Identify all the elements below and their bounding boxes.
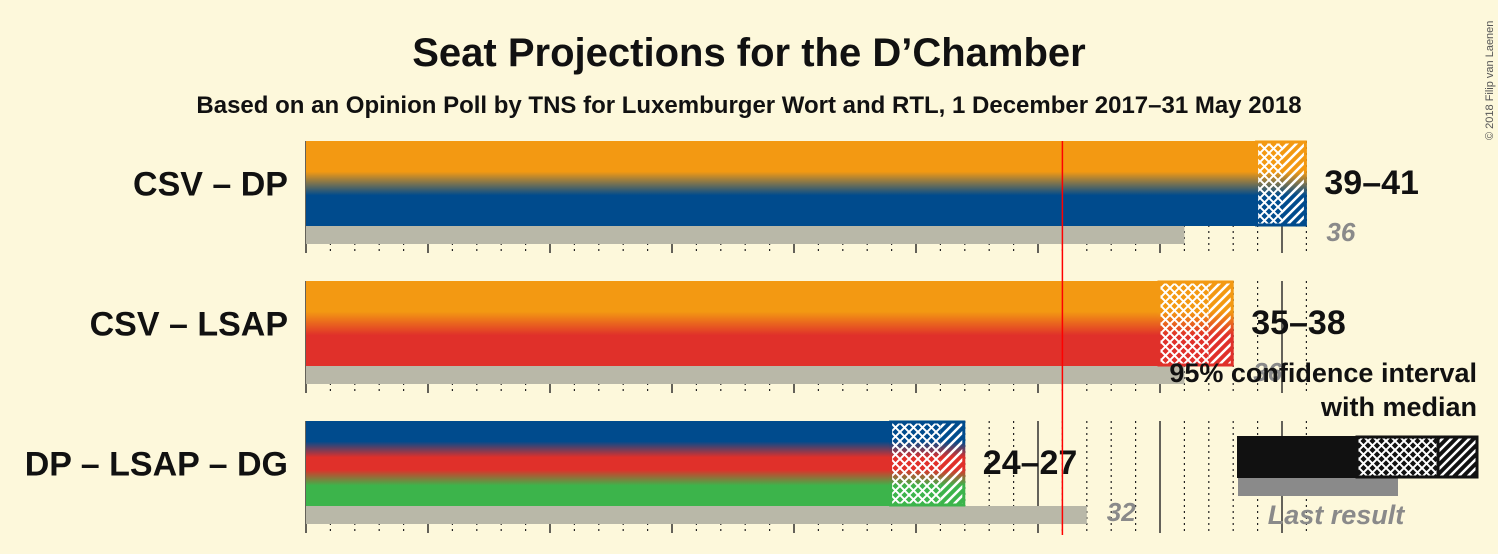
chart-subtitle: Based on an Opinion Poll by TNS for Luxe… [196,92,1301,119]
seat-range-label: 39–41 [1324,164,1419,202]
last-result-label: 36 [1253,357,1282,387]
coalition-label: CSV – DP [133,166,288,204]
seat-bar [306,421,892,506]
ci-upper-hatch [940,421,965,506]
coalition-label: DP – LSAP – DG [25,446,288,484]
ci-lower-hatch [891,421,941,506]
seat-range-label: 24–27 [983,444,1078,482]
seat-bar [306,281,1160,366]
legend-ci-label: 95% confidence interval [1169,358,1477,388]
legend-ci-lower-swatch [1357,436,1438,478]
last-result-label: 36 [1326,217,1355,247]
legend-last-result-label: Last result [1268,500,1406,530]
copyright-note: © 2018 Filip van Laenen [1484,21,1496,140]
seat-range-label: 35–38 [1251,304,1346,342]
last-result-bar [306,366,1185,384]
seat-bar [306,141,1258,226]
ci-upper-hatch [1282,141,1307,226]
legend-ci-upper-swatch [1438,436,1478,478]
last-result-label: 32 [1107,497,1136,527]
coalition-label: CSV – LSAP [90,306,288,344]
ci-lower-hatch [1160,281,1209,366]
legend-median-label: with median [1320,392,1477,422]
legend: 95% confidence interval with median Last r… [1169,358,1479,530]
legend-last-result-swatch [1238,478,1398,496]
ci-outline [889,420,966,507]
ci-outline [1157,280,1234,367]
ci-lower-hatch [1257,141,1282,226]
ci-upper-hatch [1208,281,1234,366]
plot-area: CSV – DP 39–41 36 CSV – LSAP 35–38 36 DP – LSA… [25,140,1419,535]
last-result-bar [306,226,1185,244]
last-result-bar [306,506,1087,524]
legend-ci-outline [1355,435,1479,479]
chart-title: Seat Projections for the D’Chamber [412,31,1085,75]
